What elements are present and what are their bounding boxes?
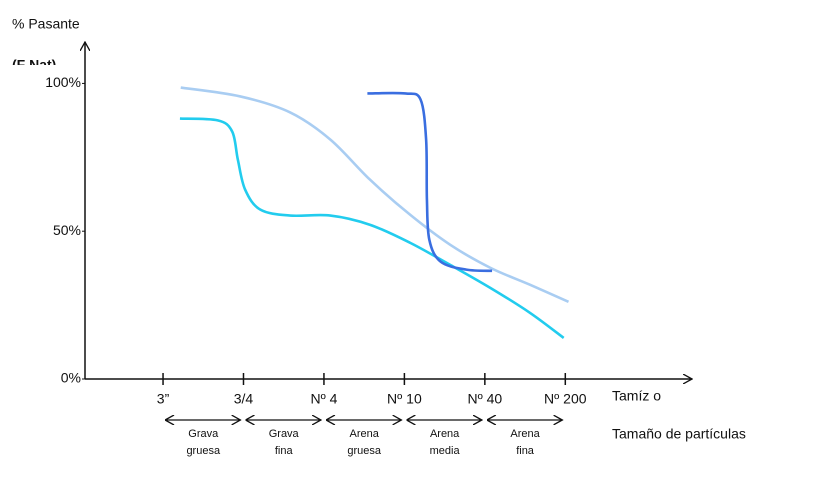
x-tick-label: Nº 10	[387, 391, 422, 407]
y-axis-label: % Pasante	[12, 16, 80, 32]
band-label: gruesa	[347, 445, 382, 457]
curve	[179, 117, 565, 339]
x-tick-label: Nº 40	[468, 391, 503, 407]
x-tick-label: Nº 200	[544, 391, 587, 407]
band-label: gruesa	[186, 445, 221, 457]
band-label: Arena	[349, 428, 379, 440]
band-label: Arena	[510, 428, 540, 440]
band-label: Arena	[430, 428, 460, 440]
x-tick-label: Nº 4	[310, 391, 337, 407]
band-label: Grava	[269, 428, 300, 440]
y-axis-label-sub: (F Nat)	[12, 57, 56, 73]
y-tick-label: 0%	[61, 370, 81, 386]
band-label: fina	[516, 445, 535, 457]
x-axis-label-sub: Tamaño de partículas	[612, 426, 746, 442]
x-axis-label: Tamíz o	[612, 388, 661, 404]
x-tick-label: 3/4	[234, 391, 254, 407]
band-label: fina	[275, 445, 294, 457]
band-label: media	[430, 445, 461, 457]
curve	[367, 91, 493, 273]
curve	[180, 86, 570, 304]
y-tick-label: 50%	[53, 222, 81, 238]
band-label: Grava	[188, 428, 219, 440]
y-tick-label: 100%	[45, 74, 81, 90]
x-tick-label: 3”	[157, 391, 170, 407]
